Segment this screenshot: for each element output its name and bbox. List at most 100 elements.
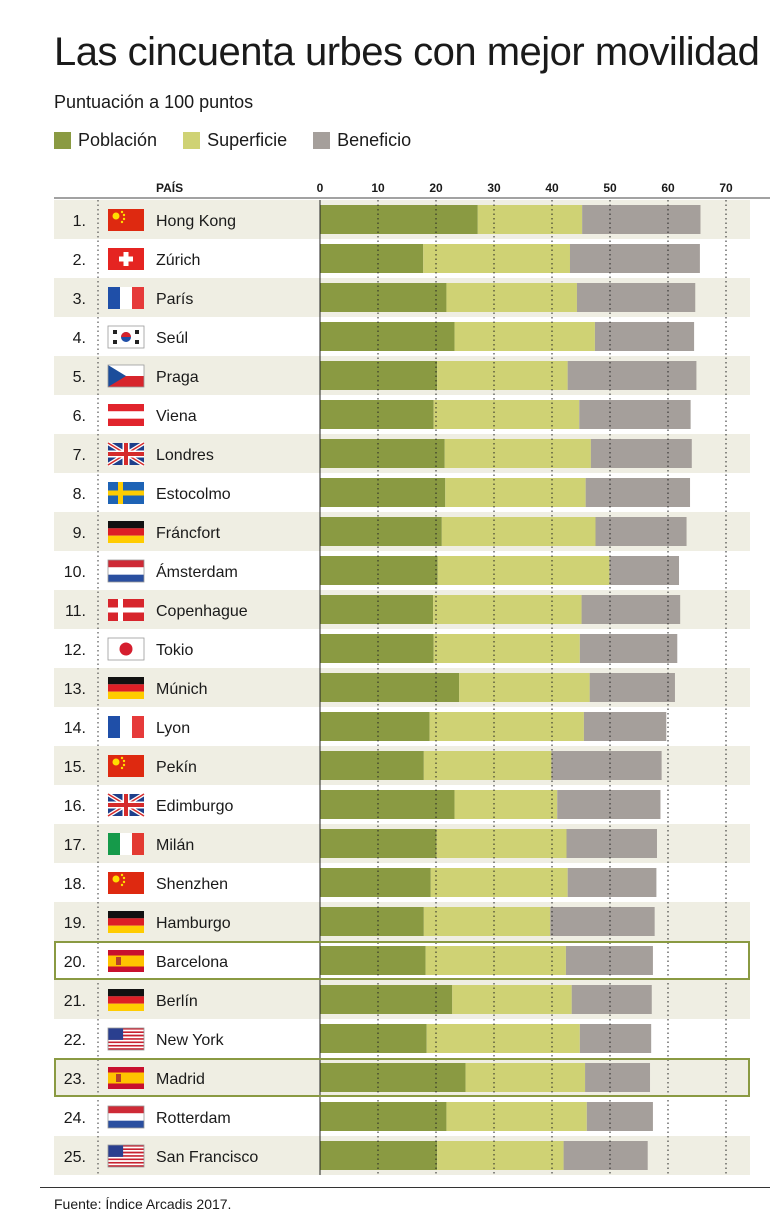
bar-segment-superficie xyxy=(423,244,570,273)
flag-united-kingdom-icon xyxy=(106,792,146,818)
city-label: New York xyxy=(156,1032,225,1049)
legend-item-poblacion: Población xyxy=(54,130,157,151)
flag-part xyxy=(132,833,144,855)
flag-part xyxy=(108,755,144,777)
rank-label: 25. xyxy=(64,1149,86,1166)
x-tick-label: 40 xyxy=(545,181,559,195)
bar-segment-superficie xyxy=(445,478,586,507)
flag-part xyxy=(108,1151,144,1154)
flag-china-icon xyxy=(108,209,144,231)
bar-segment-población xyxy=(320,400,434,429)
flag-germany-icon xyxy=(108,677,144,699)
flag-switzerland-icon xyxy=(108,248,144,270)
bar-segment-beneficio xyxy=(557,790,661,819)
city-label: Seúl xyxy=(156,330,188,347)
legend-label: Población xyxy=(78,130,158,150)
rank-label: 17. xyxy=(64,837,86,854)
bar-segment-población xyxy=(320,439,445,468)
rank-label: 6. xyxy=(73,408,86,425)
bar-segment-población xyxy=(320,556,438,585)
flag-part xyxy=(108,1145,124,1157)
rank-label: 9. xyxy=(73,525,86,542)
bar-segment-población xyxy=(320,634,434,663)
flag-part xyxy=(108,1161,144,1164)
rank-label: 8. xyxy=(73,486,86,503)
bar-segment-población xyxy=(320,205,478,234)
flag-star xyxy=(120,756,124,760)
rank-label: 1. xyxy=(73,213,86,230)
flag-part xyxy=(108,1113,144,1121)
city-label: Hamburgo xyxy=(156,915,231,932)
flag-usa-icon xyxy=(107,1027,145,1051)
city-label: Edimburgo xyxy=(156,798,233,815)
rank-label: 23. xyxy=(64,1071,86,1088)
flag-star xyxy=(112,212,120,220)
flag-part xyxy=(108,925,144,933)
flag-part xyxy=(108,1155,144,1157)
highlight-box xyxy=(54,1058,750,1097)
flag-part xyxy=(108,607,144,613)
flag-part xyxy=(108,803,144,807)
x-tick-label: 0 xyxy=(317,181,324,195)
flag-part xyxy=(108,1072,144,1084)
bar-segment-superficie xyxy=(446,1102,587,1131)
bar-segment-población xyxy=(320,790,455,819)
flag-star xyxy=(120,883,124,887)
flag-germany-icon xyxy=(108,521,144,543)
bar-segment-beneficio xyxy=(566,829,657,858)
flag-part xyxy=(108,1153,144,1156)
bar-segment-población xyxy=(320,985,453,1014)
flag-trigram xyxy=(113,340,117,344)
flag-germany-icon xyxy=(108,911,144,933)
flag-italy-icon xyxy=(108,833,144,855)
rank-label: 19. xyxy=(64,915,86,932)
rank-label: 12. xyxy=(64,642,86,659)
bar-segment-población xyxy=(320,244,424,273)
flag-star xyxy=(122,759,126,763)
flag-spain-icon xyxy=(108,1067,144,1089)
flag-part xyxy=(108,989,144,997)
rank-label: 21. xyxy=(64,993,86,1010)
flag-part xyxy=(108,574,144,582)
flag-part xyxy=(108,691,144,699)
bar-segment-beneficio xyxy=(567,868,657,897)
flag-trigram xyxy=(135,330,139,334)
city-label: Hong Kong xyxy=(156,213,236,230)
city-label: Londres xyxy=(156,447,214,464)
flag-border xyxy=(107,559,145,583)
flag-part xyxy=(120,287,132,309)
flag-part xyxy=(108,1120,144,1128)
bar-segment-superficie xyxy=(452,985,572,1014)
flag-part xyxy=(108,1160,144,1162)
bar-segment-superficie xyxy=(441,517,596,546)
city-label: Ámsterdam xyxy=(156,562,238,581)
flag-sweden-icon xyxy=(108,482,144,504)
flag-part xyxy=(108,1039,144,1042)
rank-label: 3. xyxy=(73,291,86,308)
city-label: Praga xyxy=(156,369,199,386)
flag-part xyxy=(108,1148,144,1151)
flag-part xyxy=(108,1041,144,1044)
bar-segment-beneficio xyxy=(579,400,691,429)
bar-segment-superficie xyxy=(437,556,610,585)
flag-part xyxy=(108,1028,124,1040)
flag-part xyxy=(108,560,144,568)
bar-segment-beneficio xyxy=(583,712,667,741)
flag-part xyxy=(108,950,144,956)
flag-part xyxy=(108,1043,144,1045)
legend-item-superficie: Superficie xyxy=(183,130,287,151)
flag-part xyxy=(132,287,144,309)
bar-segment-población xyxy=(320,907,424,936)
flag-france-icon xyxy=(108,716,144,738)
flag-star xyxy=(122,876,126,880)
bar-segment-beneficio xyxy=(609,556,680,585)
bar-segment-superficie xyxy=(459,673,590,702)
flag-part xyxy=(108,567,144,575)
flag-spain-icon xyxy=(108,950,144,972)
city-label: Barcelona xyxy=(156,954,228,971)
flag-part xyxy=(108,1145,144,1147)
bar-segment-superficie xyxy=(425,946,566,975)
flag-part xyxy=(108,716,120,738)
bar-segment-población xyxy=(320,1024,427,1053)
bar-segment-superficie xyxy=(477,205,583,234)
